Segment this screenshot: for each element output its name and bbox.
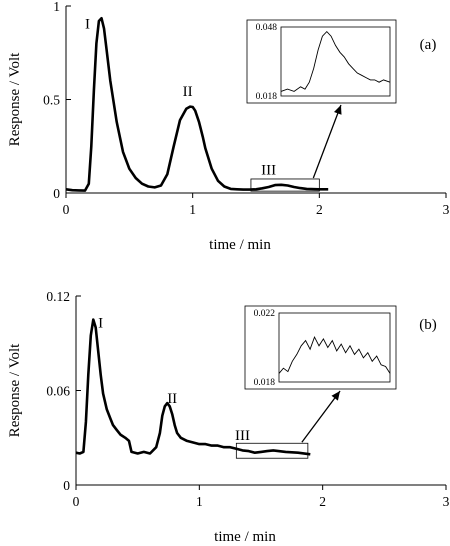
x-tick-label: 2 <box>316 202 323 217</box>
x-tick-label: 3 <box>443 494 450 509</box>
x-tick-label: 3 <box>443 202 450 217</box>
x-tick-label: 1 <box>189 202 196 217</box>
zoom-arrow-head <box>331 391 341 401</box>
zoom-arrow-head <box>334 105 342 115</box>
inset-series-line <box>278 335 391 374</box>
y-tick-label: 0 <box>53 186 60 201</box>
series-line <box>75 318 311 456</box>
x-axis-label: time / min <box>209 237 271 253</box>
inset-frame <box>244 305 397 390</box>
y-axis-label: Response / Volt <box>7 52 23 146</box>
peak-label: II <box>167 391 177 407</box>
x-tick-label: 0 <box>73 494 80 509</box>
x-axis-label: time / min <box>214 529 276 545</box>
x-tick-label: 0 <box>63 202 70 217</box>
inset-y-tick-label: 0.022 <box>254 309 276 319</box>
panel-label: (a) <box>420 37 437 53</box>
panel-label: (b) <box>419 317 437 333</box>
zoom-arrow <box>301 390 341 443</box>
y-tick-label: 1 <box>53 0 60 14</box>
peak-label: III <box>261 162 276 178</box>
x-tick-label: 2 <box>319 494 326 509</box>
inset-plot-area <box>278 312 391 383</box>
zoom-arrow <box>312 104 342 179</box>
zoom-box <box>235 442 309 459</box>
y-tick-label: 0.06 <box>46 384 70 399</box>
x-tick-label: 1 <box>196 494 203 509</box>
inset-y-tick-label: 0.048 <box>256 23 278 33</box>
zoom-box <box>250 178 320 192</box>
y-tick-label: 0.5 <box>43 93 60 108</box>
peak-label: I <box>85 16 90 32</box>
inset-frame <box>246 19 397 104</box>
inset-y-tick-label: 0.018 <box>254 378 276 388</box>
inset-series-line <box>280 30 391 92</box>
y-axis-label: Response / Volt <box>7 343 23 437</box>
y-tick-label: 0 <box>63 478 70 493</box>
peak-label: I <box>98 316 103 332</box>
inset-plot-area <box>280 26 391 97</box>
y-tick-label: 0.12 <box>46 289 70 304</box>
series-line <box>65 16 329 192</box>
inset-y-tick-label: 0.018 <box>256 92 278 102</box>
peak-label: II <box>183 84 193 100</box>
peak-label: III <box>235 428 250 444</box>
